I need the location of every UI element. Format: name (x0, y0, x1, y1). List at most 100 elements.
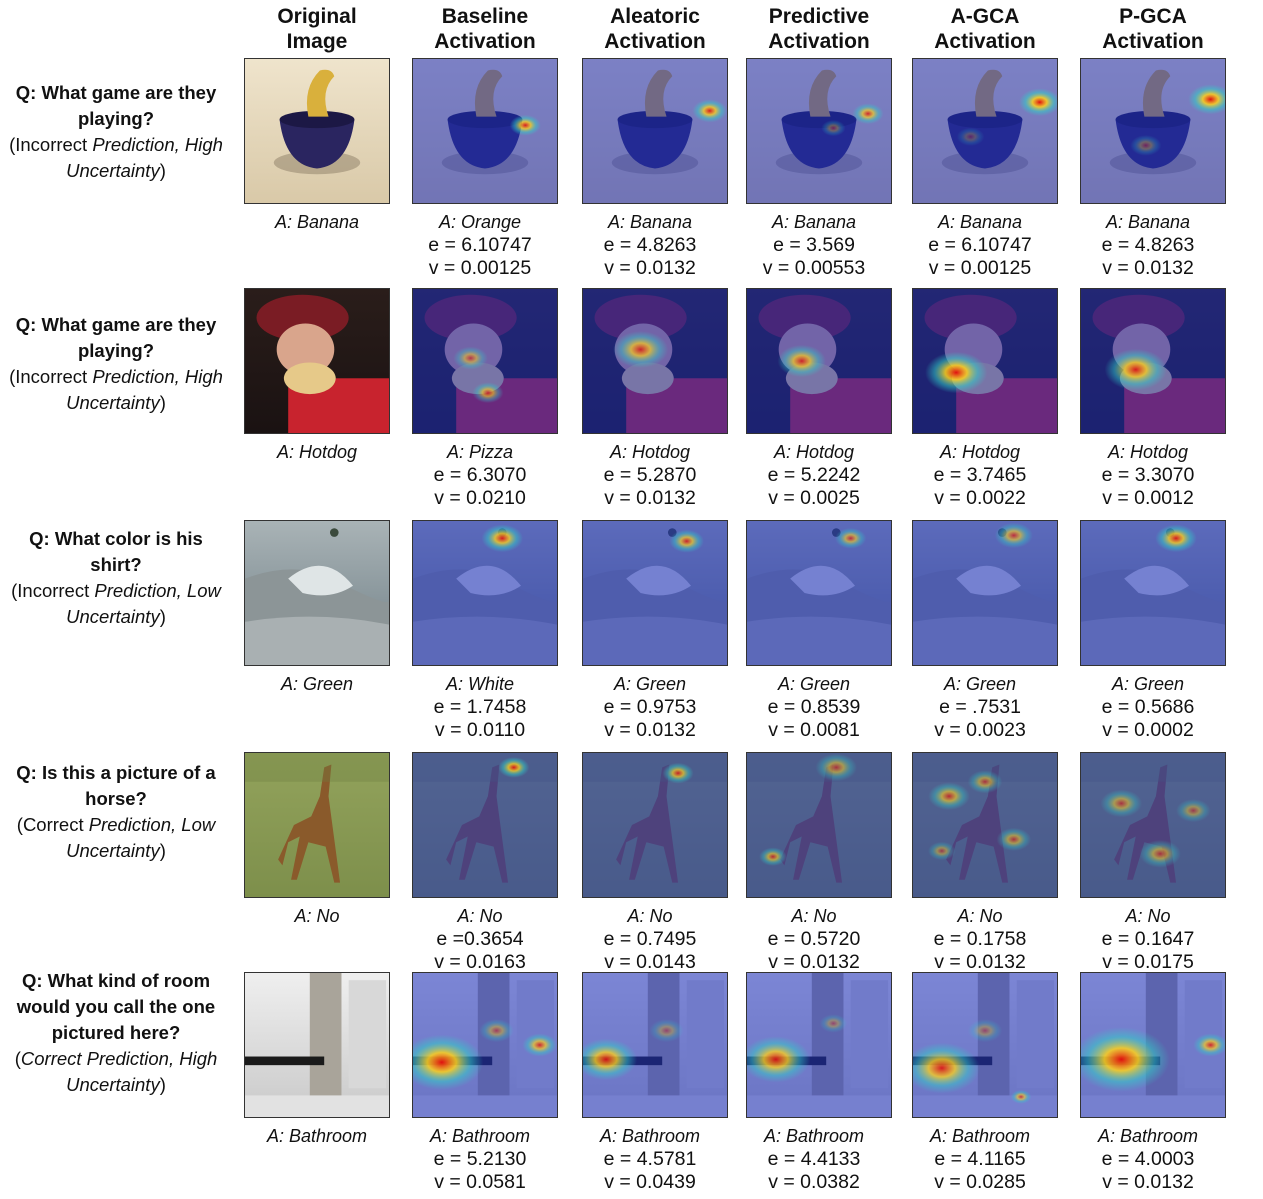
column-header: Original Image (277, 5, 357, 53)
method-answer: A: Bathroom (599, 1126, 701, 1146)
method-answer: A: Green (943, 674, 1017, 694)
heatmap-overlay (583, 289, 727, 433)
variance-value: v = 0.0143 (604, 951, 696, 973)
variance-value: v = 0.0439 (604, 1171, 696, 1193)
entropy-value: e = 3.7465 (933, 464, 1027, 486)
method-answer: A: Pizza (446, 442, 514, 462)
activation-heatmap (582, 520, 728, 666)
prediction-note: (Correct Prediction, High Uncertainty) (2, 1046, 230, 1098)
activation-heatmap (912, 520, 1058, 666)
entropy-value: e = 6.10747 (928, 234, 1032, 256)
entropy-value: e = 0.5686 (1101, 696, 1195, 718)
original-answer: A: Bathroom (266, 1126, 368, 1146)
heatmap-overlay (583, 753, 727, 897)
entropy-value: e = 0.1758 (933, 928, 1027, 950)
column-header: A-GCA Activation (934, 5, 1036, 53)
heatmap-overlay (413, 973, 557, 1117)
variance-value: v = 0.0132 (934, 951, 1026, 973)
entropy-value: e = 0.1647 (1101, 928, 1195, 950)
prediction-note-open: (Correct (16, 814, 89, 835)
prediction-note-close: ) (159, 840, 166, 861)
method-answer: A: Bathroom (763, 1126, 865, 1146)
method-answer: A: Hotdog (773, 442, 855, 462)
variance-value: v = 0.0132 (1102, 257, 1194, 279)
prediction-note-open: ( (14, 1048, 21, 1069)
method-answer: A: No (791, 906, 837, 926)
method-answer: A: No (457, 906, 503, 926)
original-image (244, 752, 390, 898)
activation-heatmap (1080, 752, 1226, 898)
method-answer: A: Hotdog (609, 442, 691, 462)
prediction-note-close: ) (159, 606, 166, 627)
prediction-note-italic: Prediction, Low Uncertainty (66, 814, 216, 861)
heatmap-overlay (747, 289, 891, 433)
entropy-value: e = 1.7458 (433, 696, 527, 718)
activation-heatmap (746, 520, 892, 666)
heatmap-overlay (913, 973, 1057, 1117)
activation-heatmap (1080, 972, 1226, 1118)
entropy-value: e = 3.3070 (1101, 464, 1195, 486)
method-answer: A: Green (777, 674, 851, 694)
entropy-value: e = 4.5781 (603, 1148, 697, 1170)
method-answer: A: Hotdog (1107, 442, 1189, 462)
prediction-note-open: (Incorrect (9, 366, 93, 387)
activation-heatmap (1080, 520, 1226, 666)
heatmap-overlay (747, 521, 891, 665)
activation-heatmap (412, 58, 558, 204)
activation-heatmap (412, 972, 558, 1118)
entropy-value: e = 4.8263 (1101, 234, 1195, 256)
activation-heatmap (412, 752, 558, 898)
variance-value: v = 0.0025 (768, 487, 860, 509)
variance-value: v = 0.0382 (768, 1171, 860, 1193)
scene-image (245, 973, 389, 1117)
prediction-note-italic: Prediction, High Uncertainty (66, 134, 223, 181)
question-text: Q: What game are they playing? (15, 82, 217, 129)
method-answer: A: Hotdog (939, 442, 1021, 462)
variance-value: v = 0.0581 (434, 1171, 526, 1193)
variance-value: v = 0.0132 (604, 719, 696, 741)
scene-image (245, 753, 389, 897)
activation-heatmap (912, 288, 1058, 434)
original-answer: A: Green (280, 674, 354, 694)
heatmap-overlay (413, 753, 557, 897)
column-header: Predictive Activation (768, 5, 870, 53)
scene-image (245, 59, 389, 203)
variance-value: v = 0.0002 (1102, 719, 1194, 741)
activation-heatmap (582, 972, 728, 1118)
heatmap-overlay (1081, 753, 1225, 897)
question-label: Q: Is this a picture of a horse? (Correct… (2, 760, 230, 864)
variance-value: v = 0.0163 (434, 951, 526, 973)
prediction-note: (Incorrect Prediction, Low Uncertainty) (2, 578, 230, 630)
method-answer: A: Green (1111, 674, 1185, 694)
question-text: Q: Is this a picture of a horse? (16, 762, 216, 809)
heatmap-overlay (413, 289, 557, 433)
entropy-value: e =0.3654 (436, 928, 524, 950)
heatmap-overlay (747, 973, 891, 1117)
prediction-note-italic: Prediction, Low Uncertainty (66, 580, 221, 627)
prediction-note-italic: Correct Prediction, High Uncertainty (20, 1048, 218, 1095)
method-answer: A: White (445, 674, 515, 694)
activation-heatmap (912, 752, 1058, 898)
entropy-value: e = 4.1165 (934, 1148, 1026, 1170)
variance-value: v = 0.00125 (928, 257, 1032, 279)
entropy-value: e = 6.3070 (433, 464, 527, 486)
variance-value: v = 0.0081 (768, 719, 860, 741)
question-text: Q: What color is his shirt? (29, 528, 203, 575)
prediction-note-open: (Incorrect (9, 134, 93, 155)
heatmap-overlay (913, 59, 1057, 203)
variance-value: v = 0.0110 (434, 719, 526, 741)
variance-value: v = 0.0132 (768, 951, 860, 973)
heatmap-overlay (1081, 973, 1225, 1117)
question-text: Q: What kind of room would you call the … (16, 970, 216, 1043)
variance-value: v = 0.0012 (1102, 487, 1194, 509)
variance-value: v = 0.0285 (934, 1171, 1026, 1193)
activation-heatmap (582, 58, 728, 204)
method-answer: A: Banana (1105, 212, 1191, 232)
heatmap-overlay (747, 59, 891, 203)
column-header: Aleatoric Activation (604, 5, 706, 53)
original-image (244, 58, 390, 204)
prediction-note-close: ) (159, 160, 166, 181)
variance-value: v = 0.00125 (428, 257, 532, 279)
prediction-note-open: (Incorrect (11, 580, 95, 601)
entropy-value: e = 5.2242 (767, 464, 861, 486)
